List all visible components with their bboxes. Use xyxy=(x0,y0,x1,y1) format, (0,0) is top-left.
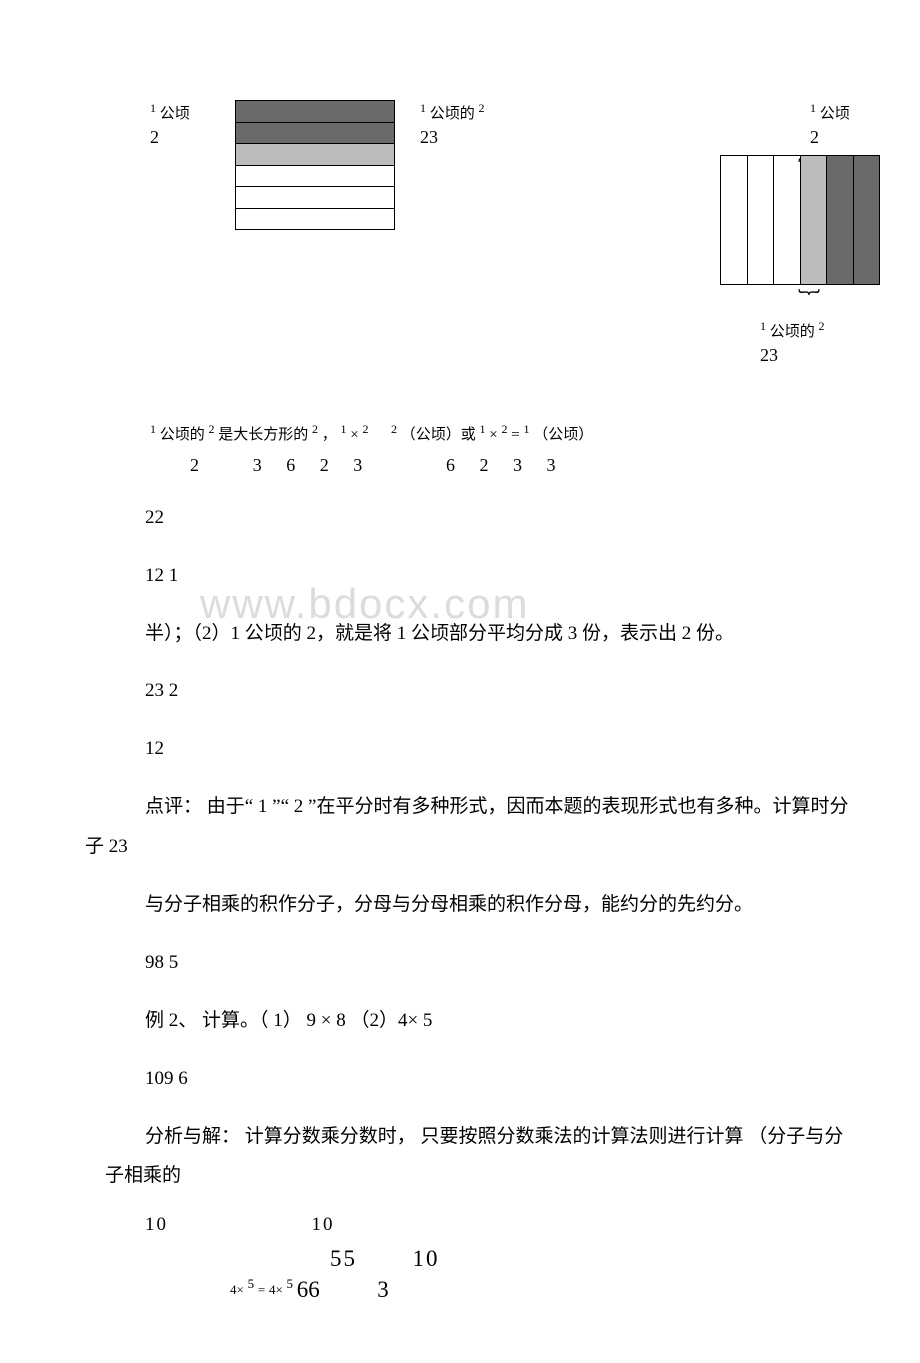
rect-col xyxy=(853,156,880,284)
n: 55 xyxy=(330,1246,357,1271)
t: ， xyxy=(322,427,337,443)
paragraph: 98 5 xyxy=(145,943,860,983)
rect-row xyxy=(236,122,394,144)
paragraph: 半）；（2）1 公顷的 2，就是将 1 公顷部分平均分成 3 份，表示出 2 份… xyxy=(85,614,860,654)
sup: 1 xyxy=(150,101,156,115)
fig-right-bottom-label: 1 公顷的 2 23 xyxy=(760,318,825,368)
fig-left-label: 1 公顷 2 xyxy=(150,100,190,150)
paragraph: 23 2 xyxy=(145,671,860,711)
sup: 2 xyxy=(363,422,369,436)
n: 3 xyxy=(377,1277,389,1302)
t: 是大长方形的 xyxy=(218,427,308,443)
rect-col xyxy=(721,156,747,284)
paragraph: 22 xyxy=(145,498,860,538)
x: × xyxy=(237,1282,244,1297)
rect-col xyxy=(747,156,774,284)
t: × xyxy=(350,427,358,443)
horizontal-rectangle xyxy=(235,100,395,230)
paragraph: 12 xyxy=(145,729,860,769)
num: 23 xyxy=(760,343,825,368)
rect-row xyxy=(236,186,394,208)
t: = xyxy=(511,427,519,443)
text: 公顷的 xyxy=(430,106,475,122)
sup: 2 xyxy=(502,422,508,436)
sup: 1 xyxy=(523,422,529,436)
paragraph: 12 1 xyxy=(145,556,860,596)
sup: 1 xyxy=(150,422,156,436)
t: （公顷）或 xyxy=(401,427,476,443)
num: 2 xyxy=(150,125,190,150)
rect-row xyxy=(236,143,394,165)
n: 6 2 3 3 xyxy=(446,455,566,475)
n: 10 xyxy=(413,1246,440,1271)
n: 66 xyxy=(297,1277,320,1302)
sup: 2 xyxy=(209,422,215,436)
rect-col xyxy=(773,156,800,284)
text: 公顷 xyxy=(820,106,850,122)
paragraph: 与分子相乘的积作分子，分母与分母相乘的积作分母，能约分的先约分。 xyxy=(105,885,860,925)
rect-row xyxy=(236,208,394,230)
brace-bottom-icon: ︸ xyxy=(798,283,817,315)
text: 公顷 xyxy=(160,106,190,122)
t: × xyxy=(489,427,497,443)
sup: 1 xyxy=(420,101,426,115)
sup: 1 xyxy=(760,319,766,333)
text: 公顷的 xyxy=(770,324,815,340)
sup: 1 xyxy=(480,422,486,436)
figures-area: 1 公顷 2 1 公顷的 2 23 1 公顷 2 xyxy=(60,100,860,390)
math-expression-line: 1 公顷的 2 是大长方形的 2 ， 1 × 2 2 （公顷）或 1 × 2 =… xyxy=(150,420,860,447)
n: 2 xyxy=(190,455,199,475)
paragraph: 点评： 由于“ 1 ”“ 2 ”在平分时有多种形式，因而本题的表现形式也有多种。… xyxy=(85,787,860,867)
sup2: 2 xyxy=(479,101,485,115)
paragraph: 109 6 xyxy=(145,1059,860,1099)
vertical-rectangle xyxy=(720,155,880,285)
sup2: 2 xyxy=(819,319,825,333)
n: 10 xyxy=(312,1214,335,1235)
t: 公顷的 xyxy=(160,427,205,443)
bottom-math: 55 10 4× 5 = 4× 5 66 3 xyxy=(230,1246,860,1303)
n: 10 xyxy=(145,1214,168,1235)
paragraph: 例 2、 计算。（ 1） 9 × 8 （2）4× 5 xyxy=(145,1001,860,1041)
bottom-row2: 4× 5 = 4× 5 66 3 xyxy=(230,1276,860,1303)
sup: 5 xyxy=(248,1276,255,1291)
fig-mid-label: 1 公顷的 2 23 xyxy=(420,100,485,150)
sup: 2 xyxy=(312,422,318,436)
t: （公顷） xyxy=(533,427,593,443)
sup: 1 xyxy=(341,422,347,436)
num: 23 xyxy=(420,125,485,150)
tens-line: 10 10 xyxy=(145,1214,860,1236)
math-nums-line: 2 3 6 2 3 6 2 3 3 xyxy=(150,451,860,480)
paragraph: 分析与解： 计算分数乘分数时， 只要按照分数乘法的计算法则进行计算 （分子与分子… xyxy=(105,1117,860,1197)
rect-col xyxy=(826,156,853,284)
rect-row xyxy=(236,165,394,187)
rect-row xyxy=(236,101,394,122)
rect-col xyxy=(800,156,827,284)
bottom-row1: 55 10 xyxy=(330,1246,860,1272)
n: 3 6 2 3 xyxy=(253,455,373,475)
sup: 5 xyxy=(287,1276,294,1291)
x: × xyxy=(275,1282,282,1297)
sup: 2 xyxy=(391,422,397,436)
eq: = xyxy=(258,1282,265,1297)
sup: 1 xyxy=(810,101,816,115)
